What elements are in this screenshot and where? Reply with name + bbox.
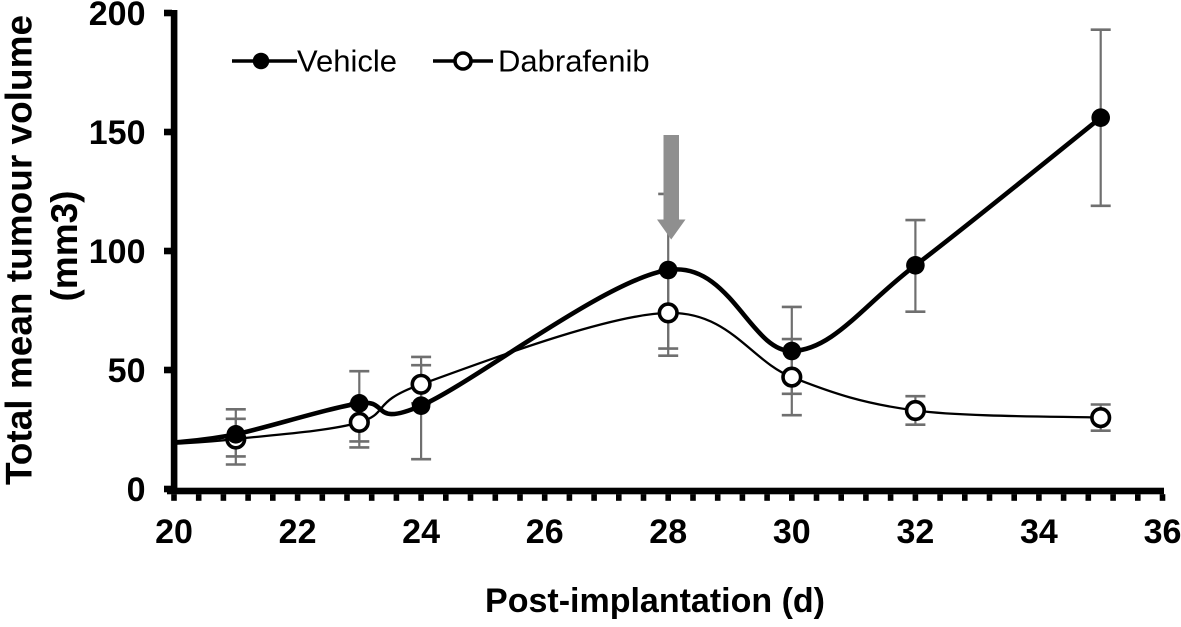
svg-text:(mm3): (mm3)	[44, 190, 85, 301]
svg-text:Post-implantation (d): Post-implantation (d)	[485, 582, 825, 620]
svg-text:0: 0	[127, 471, 146, 509]
svg-text:200: 200	[89, 0, 146, 33]
svg-text:Vehicle: Vehicle	[297, 44, 397, 79]
svg-text:26: 26	[526, 513, 564, 551]
svg-text:32: 32	[896, 513, 934, 551]
svg-text:22: 22	[279, 513, 317, 551]
svg-text:50: 50	[108, 352, 146, 390]
svg-text:150: 150	[89, 114, 146, 152]
svg-text:24: 24	[402, 513, 440, 551]
svg-text:28: 28	[649, 513, 687, 551]
svg-text:34: 34	[1020, 513, 1058, 551]
svg-text:100: 100	[89, 233, 146, 271]
svg-text:36: 36	[1144, 513, 1181, 551]
svg-text:30: 30	[773, 513, 811, 551]
svg-text:Total mean tumour volume: Total mean tumour volume	[0, 15, 40, 485]
svg-text:Dabrafenib: Dabrafenib	[498, 44, 650, 79]
svg-text:20: 20	[155, 513, 193, 551]
